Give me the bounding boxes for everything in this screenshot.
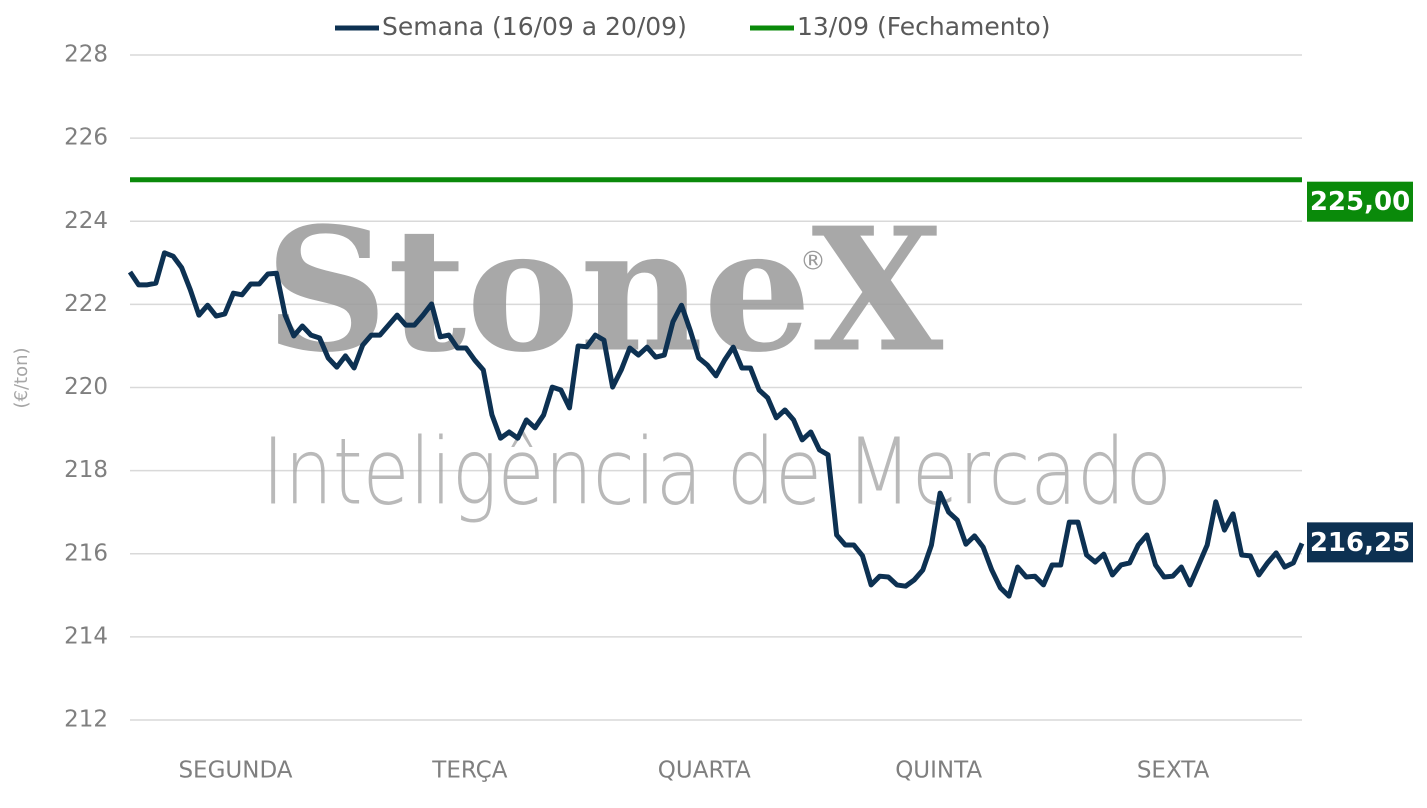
x-tick-label: QUARTA: [658, 758, 751, 784]
watermark-mark: ®: [800, 247, 826, 277]
end-label-box: [1307, 522, 1413, 563]
y-tick-label: 218: [64, 457, 108, 483]
y-tick-label: 226: [64, 125, 108, 151]
grid: [130, 54, 1302, 721]
x-tick-label: TERÇA: [431, 758, 507, 784]
y-tick-label: 216: [64, 540, 108, 566]
x-tick-label: SEXTA: [1137, 758, 1210, 784]
value-label-box: [1307, 181, 1413, 222]
series-line: [127, 250, 1305, 599]
y-tick-label: 212: [64, 707, 108, 733]
legend-label: Semana (16/09 a 20/09): [382, 12, 687, 41]
legend-label: 13/09 (Fechamento): [797, 12, 1050, 41]
y-tick-label: 228: [64, 42, 108, 68]
y-tick-label: 224: [64, 208, 108, 234]
end-label: 216,25: [1310, 528, 1410, 558]
x-tick-label: SEGUNDA: [178, 758, 292, 784]
y-axis-label: (€/ton): [11, 347, 32, 408]
watermark-tagline: Inteligência de Mercado: [262, 419, 1172, 526]
value-label: 225,00: [1310, 187, 1410, 217]
watermark-brand: StoneX: [265, 191, 943, 391]
y-tick-label: 222: [64, 291, 108, 317]
y-tick-label: 214: [64, 623, 108, 649]
y-tick-label: 220: [64, 374, 108, 400]
x-tick-label: QUINTA: [895, 758, 982, 784]
